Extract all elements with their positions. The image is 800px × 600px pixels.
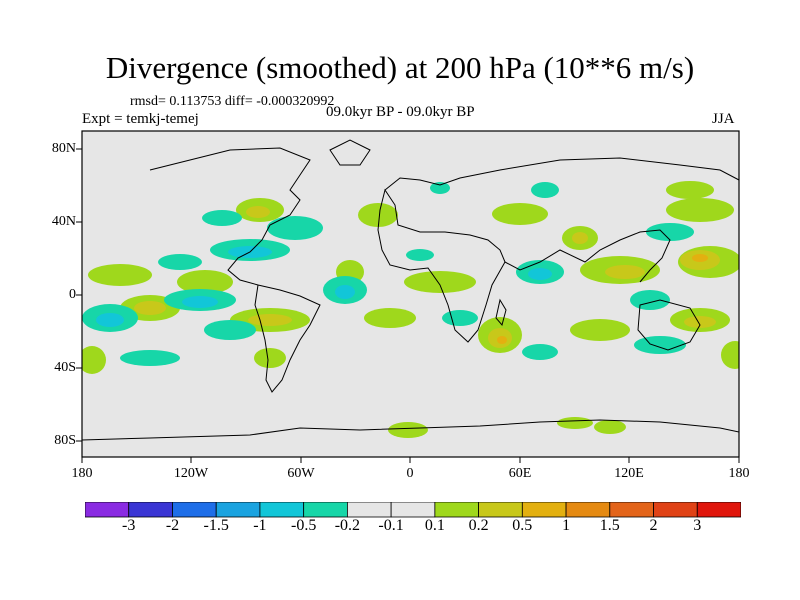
positive-strong-patches <box>497 254 708 344</box>
colorbar-box <box>303 502 348 518</box>
negative-mid-patches <box>96 246 552 327</box>
lon-label-0: 0 <box>406 466 414 481</box>
colorbar-label: -2 <box>165 517 180 534</box>
colorbar-box <box>609 502 654 518</box>
colorbar-box <box>215 502 261 518</box>
colorbar-label: -0.5 <box>291 517 317 534</box>
coastlines <box>82 139 739 441</box>
colorbar-box <box>128 502 173 518</box>
axis-ticks <box>76 148 740 463</box>
lon-label-180e: 180 <box>728 466 750 481</box>
colorbar <box>85 502 741 518</box>
colorbar-label: -1 <box>253 517 267 534</box>
colorbar-label: 1.5 <box>599 517 620 534</box>
lon-label-60w: 60W <box>287 466 315 481</box>
colorbar-box <box>172 502 217 518</box>
lat-label-40n: 40N <box>51 214 76 229</box>
colorbar-box <box>653 502 698 518</box>
colorbar-box <box>478 502 523 518</box>
colorbar-box <box>434 502 479 518</box>
lon-label-60e: 60E <box>508 466 532 481</box>
colorbar-label: -0.2 <box>334 517 361 534</box>
colorbar-label: 1 <box>562 517 571 534</box>
colorbar-label: -1.5 <box>203 517 229 534</box>
experiment-label: Expt = temkj-temej <box>82 111 199 127</box>
stats-text: rmsd= 0.113753 diff= -0.000320992 <box>130 94 335 109</box>
colorbar-label: 0.2 <box>468 517 489 534</box>
lat-label-80s: 80S <box>54 433 76 448</box>
lon-label-120e: 120E <box>614 466 644 481</box>
plot-title: Divergence (smoothed) at 200 hPa (10**6 … <box>105 50 695 85</box>
colorbar-box <box>565 502 611 518</box>
lat-label-80n: 80N <box>51 141 76 156</box>
lon-label-180w: 180 <box>71 466 93 481</box>
colorbar-box <box>85 502 130 518</box>
season-label: JJA <box>712 111 735 127</box>
colorbar-box <box>259 502 305 518</box>
colorbar-label: 0.1 <box>424 517 445 534</box>
colorbar-label: 3 <box>693 517 702 534</box>
colorbar-box <box>346 502 392 518</box>
colorbar-label: 2 <box>649 517 658 534</box>
colorbar-label: -3 <box>122 517 136 534</box>
colorbar-box <box>521 502 567 518</box>
colorbar-box <box>390 502 436 518</box>
period-label: 09.0kyr BP - 09.0kyr BP <box>326 104 475 120</box>
lon-label-120w: 120W <box>173 466 209 481</box>
lat-label-0: 0 <box>69 287 76 302</box>
lat-label-40s: 40S <box>54 360 76 375</box>
colorbar-box <box>696 502 741 518</box>
colorbar-label: -0.1 <box>378 517 404 534</box>
colorbar-label: 0.5 <box>512 517 533 534</box>
